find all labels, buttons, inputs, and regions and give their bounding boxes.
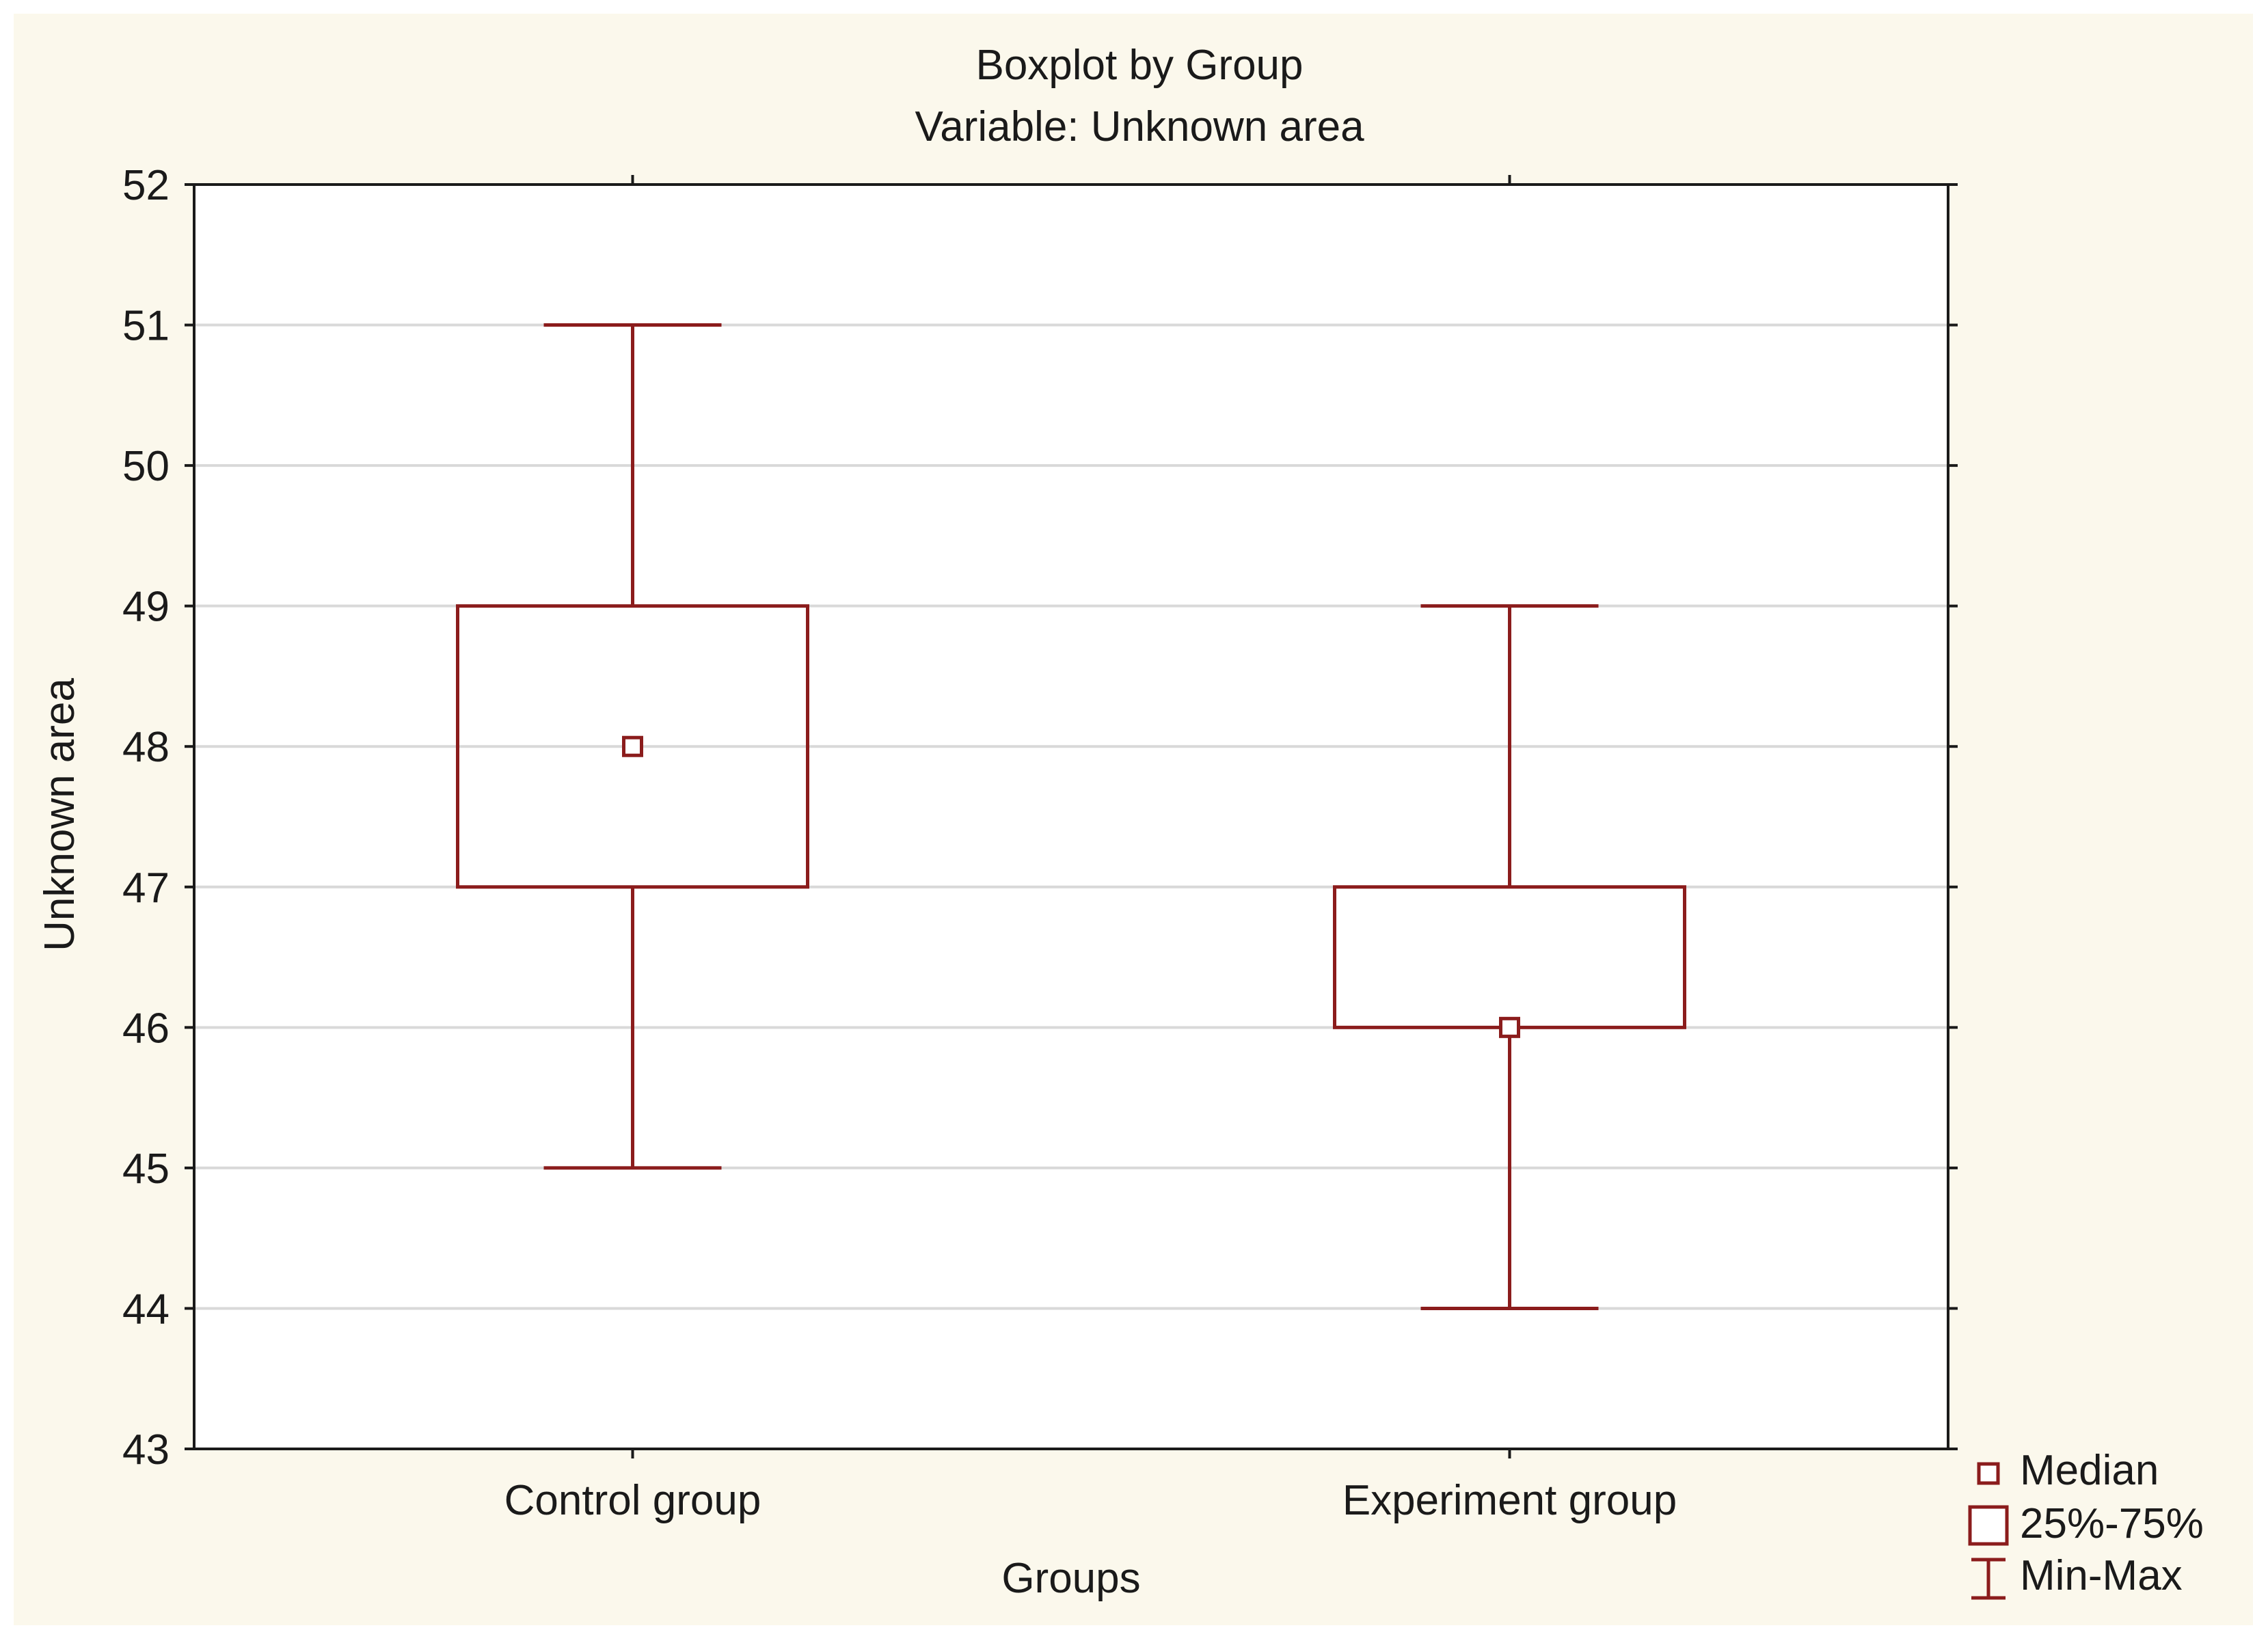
y-tick-label: 43 [122, 1426, 170, 1474]
legend-box-label: 25%-75% [2020, 1500, 2204, 1547]
y-tick-label: 47 [122, 865, 170, 912]
x-tick-label: Experiment group [1342, 1477, 1677, 1524]
y-tick-label: 48 [122, 724, 170, 771]
plot-frame [193, 183, 1949, 1450]
iqr-box [456, 604, 809, 889]
legend-median-label: Median [2020, 1447, 2159, 1494]
chart-subtitle: Variable: Unknown area [915, 103, 1364, 150]
chart-title: Boxplot by Group [975, 42, 1303, 89]
y-tick-label: 44 [122, 1286, 170, 1333]
y-tick-label: 51 [122, 303, 170, 350]
boxplots [456, 323, 1686, 1310]
plot-area [194, 185, 1948, 1449]
x-axis-label: Groups [1001, 1555, 1140, 1602]
median-marker [1499, 1016, 1520, 1038]
legend-box-marker [1968, 1505, 2009, 1546]
median-marker [622, 735, 643, 757]
legend-median-marker [1977, 1462, 2000, 1485]
boxplot-experiment-group [1333, 604, 1686, 1310]
y-tick-label: 46 [122, 1005, 170, 1052]
x-axis: Control group Experiment group [504, 175, 1677, 1524]
y-tick-label: 45 [122, 1145, 170, 1193]
y-tick-label: 49 [122, 584, 170, 631]
y-tick-label: 52 [122, 162, 170, 209]
legend-whisker-marker [1971, 1558, 2006, 1600]
y-tick-label: 50 [122, 443, 170, 490]
y-axis-label: Unknown area [36, 678, 83, 951]
legend-whisker-label: Min-Max [2020, 1552, 2183, 1599]
boxplot-control-group [456, 323, 809, 1170]
legend: Median 25%-75% Min-Max [1968, 1447, 2204, 1600]
x-tick-label: Control group [504, 1477, 761, 1524]
y-axis: 52 51 50 49 48 47 46 45 44 43 [122, 162, 1958, 1474]
